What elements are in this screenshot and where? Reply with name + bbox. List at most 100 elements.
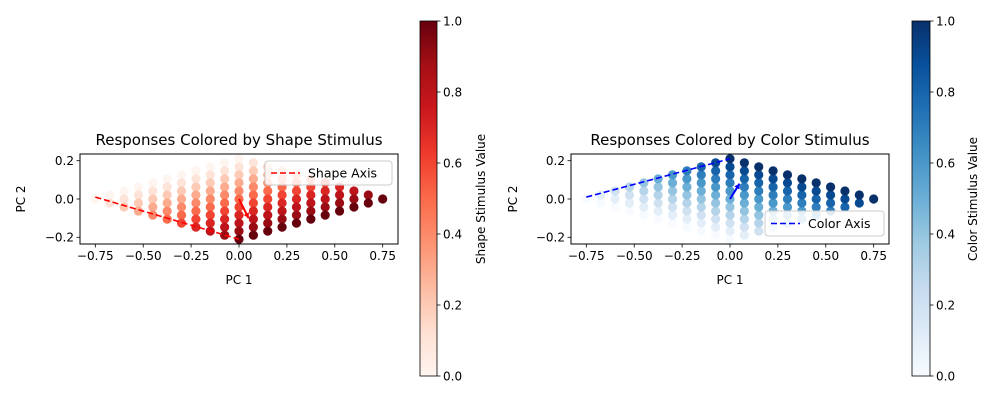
scatter-point <box>334 198 345 208</box>
x-tick-label: −0.50 <box>125 249 162 263</box>
scatter-point <box>306 198 316 208</box>
scatter-point <box>248 230 258 240</box>
stimulus-axis-line <box>95 196 240 240</box>
scatter-point <box>191 198 201 208</box>
scatter-point <box>148 202 158 212</box>
scatter-point <box>248 174 258 184</box>
colorbar-tick-label: 0.6 <box>443 156 462 170</box>
scatter-point <box>725 170 735 180</box>
scatter-point <box>234 210 244 220</box>
scatter-point <box>696 186 706 196</box>
x-tick-label: 0.50 <box>812 249 839 263</box>
scatter-point <box>263 194 273 204</box>
scatter-point <box>667 218 678 228</box>
scatter-point <box>739 230 749 240</box>
scatter-point <box>639 202 649 212</box>
scatter-point <box>291 202 302 212</box>
scatter-points <box>90 154 388 244</box>
scatter-point <box>220 174 230 184</box>
scatter-point <box>754 162 764 172</box>
x-tick-label: −0.50 <box>616 249 653 263</box>
scatter-point <box>653 198 663 208</box>
x-tick-label: −0.75 <box>568 249 605 263</box>
scatter-point <box>639 194 649 204</box>
direction-arrow-head <box>243 212 250 219</box>
scatter-point <box>119 186 129 196</box>
scatter-point <box>291 218 302 228</box>
tick-marks: −0.75 −0.50 −0.25 0.00 0.25 0.50 0.75 −0.2 0.0 0.… <box>536 154 887 263</box>
scatter-point <box>248 166 258 176</box>
scatter-point <box>682 190 692 200</box>
scatter-point <box>840 186 850 196</box>
chart-title: Responses Colored by Shape Stimulus <box>95 131 382 149</box>
scatter-point <box>234 186 244 196</box>
colorbar-tick-label: 1.0 <box>443 14 462 28</box>
scatter-point <box>205 186 215 196</box>
scatter-point <box>363 190 373 200</box>
scatter-point <box>176 186 187 196</box>
colorbar-tick-label: 0.8 <box>443 85 462 99</box>
colorbar-tick-label: 0.4 <box>443 227 462 241</box>
scatter-point <box>263 210 273 220</box>
colorbar-tick-label: 0.8 <box>936 85 955 99</box>
scatter-point <box>653 190 663 200</box>
scatter-point <box>696 170 706 180</box>
y-tick-label: −0.2 <box>45 231 74 245</box>
colorbar-label: Shape Stimulus Value <box>474 134 488 264</box>
scatter-point <box>191 214 201 224</box>
scatter-point <box>205 194 215 204</box>
scatter-point <box>162 198 172 208</box>
scatter-point <box>768 166 778 176</box>
scatter-point <box>696 178 706 188</box>
scatter-point <box>825 182 836 192</box>
colorbar-tick-label: 0.0 <box>936 369 955 383</box>
scatter-point <box>176 210 187 220</box>
scatter-point <box>782 186 793 196</box>
scatter-point <box>248 190 258 200</box>
scatter-point <box>768 190 778 200</box>
scatter-point <box>320 194 330 204</box>
scatter-point <box>725 234 735 244</box>
scatter-point <box>248 158 258 168</box>
scatter-point <box>667 210 678 220</box>
scatter-point <box>725 162 735 172</box>
scatter-point <box>639 178 649 188</box>
scatter-point <box>162 174 172 184</box>
colorbar-tick-label: 0.2 <box>936 298 955 312</box>
scatter-point <box>220 214 230 224</box>
scatter-point <box>725 202 735 212</box>
scatter-point <box>854 198 864 208</box>
axis-annotations <box>95 196 250 240</box>
x-tick-label: 0.50 <box>321 249 348 263</box>
scatter-point <box>234 170 244 180</box>
scatter-point <box>263 226 273 236</box>
scatter-point <box>682 174 692 184</box>
scatter-point <box>624 190 635 200</box>
scatter-point <box>725 186 735 196</box>
scatter-point <box>653 174 663 184</box>
scatter-point <box>291 186 302 196</box>
scatter-point <box>739 182 749 192</box>
colorbar-tick-label: 0.0 <box>443 369 462 383</box>
scatter-point <box>162 214 172 224</box>
scatter-point <box>682 222 692 232</box>
x-tick-label: −0.75 <box>77 249 114 263</box>
scatter-point <box>811 194 821 204</box>
x-axis-label: PC 1 <box>716 273 743 287</box>
scatter-point <box>739 222 749 232</box>
y-tick-label: 0.0 <box>546 192 565 206</box>
shape-scatter-panel: Responses Colored by Shape Stimulus PC 2… <box>14 131 399 287</box>
x-tick-label: 0.75 <box>860 249 887 263</box>
scatter-point <box>811 178 821 188</box>
scatter-point <box>191 174 201 184</box>
scatter-point <box>854 190 864 200</box>
scatter-point <box>696 218 706 228</box>
scatter-point <box>811 186 821 196</box>
scatter-point <box>378 194 388 204</box>
scatter-point <box>811 202 821 212</box>
scatter-point <box>711 206 721 216</box>
scatter-point <box>797 174 807 184</box>
x-tick-label: 0.00 <box>717 249 744 263</box>
scatter-point <box>320 202 330 212</box>
